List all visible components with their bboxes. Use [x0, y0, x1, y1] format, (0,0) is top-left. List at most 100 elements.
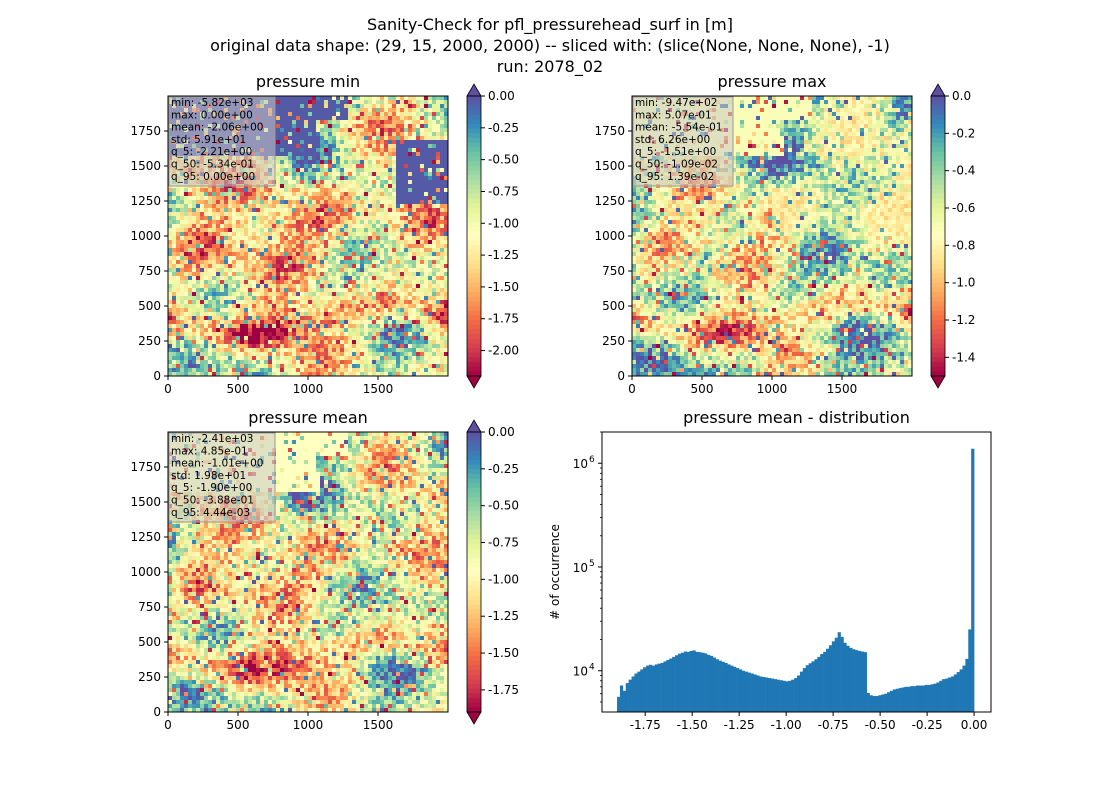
heatmap-cell [200, 332, 204, 336]
heatmap-cell [324, 208, 328, 212]
heatmap-cell [304, 156, 308, 160]
heatmap-cell [388, 224, 392, 228]
heatmap-cell [392, 288, 396, 292]
heatmap-cell [244, 228, 248, 232]
heatmap-cell [328, 144, 332, 148]
heatmap-cell [292, 252, 296, 256]
heatmap-cell [388, 120, 392, 124]
heatmap-cell [364, 276, 368, 280]
heatmap-cell [416, 328, 420, 332]
heatmap-cell [328, 344, 332, 348]
heatmap-cell [284, 268, 288, 272]
heatmap-cell [388, 272, 392, 276]
heatmap-cell [340, 188, 344, 192]
heatmap-cell [376, 156, 380, 160]
heatmap-cell [324, 104, 328, 108]
heatmap-cell [428, 240, 432, 244]
heatmap-cell [340, 100, 344, 104]
heatmap-cell [400, 324, 404, 328]
heatmap-cell [360, 252, 364, 256]
heatmap-cell [376, 296, 380, 300]
heatmap-cell [408, 256, 412, 260]
heatmap-cell [216, 368, 220, 372]
heatmap-cell [360, 188, 364, 192]
heatmap-cell [364, 100, 368, 104]
heatmap-cell [420, 260, 424, 264]
heatmap-cell [420, 328, 424, 332]
heatmap-cell [384, 240, 388, 244]
heatmap-cell [396, 236, 400, 240]
heatmap-cell [416, 204, 420, 208]
heatmap-cell [224, 304, 228, 308]
heatmap-cell [256, 308, 260, 312]
heatmap-cell [308, 296, 312, 300]
heatmap-cell [284, 120, 288, 124]
heatmap-cell [292, 104, 296, 108]
heatmap-cell [192, 192, 196, 196]
heatmap-cell [416, 356, 420, 360]
heatmap-cell [428, 332, 432, 336]
heatmap-cell [260, 344, 264, 348]
heatmap-cell [436, 192, 440, 196]
heatmap-cell [232, 348, 236, 352]
heatmap-cell [328, 320, 332, 324]
heatmap-cell [256, 252, 260, 256]
heatmap-cell [168, 368, 172, 372]
heatmap-cell [424, 188, 428, 192]
heatmap-cell [368, 312, 372, 316]
heatmap-cell [348, 96, 352, 100]
heatmap-cell [200, 308, 204, 312]
stats-line: q_5: -2.21e+00 [171, 146, 252, 158]
heatmap-cell [344, 252, 348, 256]
heatmap-cell [376, 324, 380, 328]
heatmap-cell [424, 148, 428, 152]
heatmap-cell [364, 312, 368, 316]
heatmap-cell [184, 248, 188, 252]
heatmap-cell [320, 204, 324, 208]
heatmap-cell [408, 188, 412, 192]
heatmap-cell [364, 248, 368, 252]
heatmap-cell [172, 288, 176, 292]
heatmap-cell [324, 132, 328, 136]
heatmap-cell [336, 160, 340, 164]
heatmap-cell [296, 344, 300, 348]
heatmap-cell [324, 308, 328, 312]
heatmap-cell [228, 240, 232, 244]
heatmap-cell [360, 168, 364, 172]
heatmap-cell [356, 180, 360, 184]
heatmap-cell [208, 204, 212, 208]
heatmap-cell [364, 104, 368, 108]
heatmap-cell [420, 276, 424, 280]
heatmap-cell [392, 348, 396, 352]
heatmap-cell [280, 356, 284, 360]
heatmap-cell [176, 336, 180, 340]
heatmap-cell [404, 168, 408, 172]
heatmap-cell [316, 112, 320, 116]
heatmap-cell [316, 196, 320, 200]
heatmap-cell [248, 300, 252, 304]
heatmap-cell [312, 348, 316, 352]
heatmap-cell [432, 172, 436, 176]
heatmap-cell [380, 96, 384, 100]
heatmap-cell [228, 192, 232, 196]
heatmap-cell [260, 192, 264, 196]
heatmap-cell [284, 280, 288, 284]
heatmap-cell [300, 228, 304, 232]
heatmap-cell [372, 140, 376, 144]
heatmap-cell [380, 168, 384, 172]
heatmap-cell [296, 236, 300, 240]
heatmap-cell [440, 240, 444, 244]
heatmap-cell [256, 196, 260, 200]
heatmap-cell [264, 212, 268, 216]
heatmap-cell [388, 248, 392, 252]
heatmap-cell [376, 200, 380, 204]
heatmap-cell [344, 172, 348, 176]
heatmap-cell [280, 148, 284, 152]
heatmap-cell [260, 300, 264, 304]
heatmap-cell [356, 344, 360, 348]
heatmap-cell [288, 232, 292, 236]
heatmap-cell [288, 280, 292, 284]
heatmap-cell [196, 248, 200, 252]
heatmap-cell [260, 328, 264, 332]
heatmap-cell [372, 180, 376, 184]
